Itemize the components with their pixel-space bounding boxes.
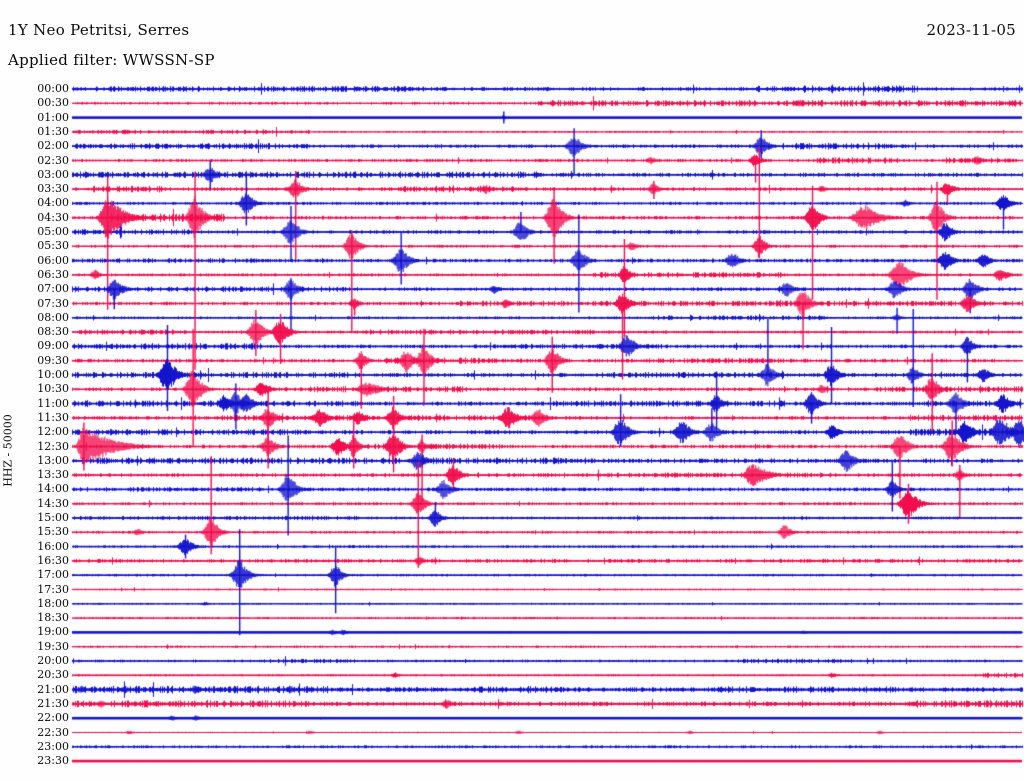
row-time-label: 19:00 <box>37 625 69 639</box>
row-time-label: 15:30 <box>37 525 69 539</box>
row-time-label: 05:00 <box>37 225 69 238</box>
row-time-label: 20:00 <box>37 654 69 667</box>
row-time-label: 00:30 <box>37 96 69 110</box>
row-time-label: 13:00 <box>37 453 69 467</box>
row-time-label: 00:00 <box>37 82 69 95</box>
row-time-label: 23:30 <box>37 754 69 768</box>
row-time-label: 19:30 <box>37 639 69 653</box>
row-time-label: 10:00 <box>37 368 69 381</box>
row-time-label: 22:30 <box>37 725 69 739</box>
row-time-label: 11:30 <box>37 410 69 424</box>
row-time-label: 08:00 <box>37 310 69 324</box>
row-time-label: 13:30 <box>37 468 69 482</box>
row-time-label: 03:00 <box>37 167 69 181</box>
row-time-label: 08:30 <box>37 325 69 339</box>
row-time-label: 21:30 <box>37 696 69 710</box>
row-time-label: 16:00 <box>37 539 69 553</box>
row-time-label: 12:30 <box>37 439 69 453</box>
row-time-label: 07:30 <box>37 296 69 310</box>
row-time-label: 07:00 <box>37 282 69 296</box>
row-time-label: 03:30 <box>37 182 69 196</box>
row-time-label: 02:30 <box>37 153 69 167</box>
row-time-label: 10:30 <box>37 382 69 396</box>
row-time-label: 01:00 <box>37 110 69 124</box>
row-time-label: 21:00 <box>37 682 69 696</box>
row-time-label: 11:00 <box>37 396 69 410</box>
row-time-label: 14:30 <box>37 496 69 510</box>
row-time-label: 22:00 <box>37 711 69 725</box>
row-time-label: 18:00 <box>37 596 69 610</box>
row-time-label: 02:00 <box>37 139 69 153</box>
row-time-label: 12:00 <box>37 425 69 439</box>
row-time-label: 01:30 <box>37 124 69 138</box>
row-time-label: 04:00 <box>37 196 69 210</box>
row-time-label: 17:30 <box>37 582 69 596</box>
row-time-label: 09:30 <box>37 353 69 367</box>
row-time-label: 04:30 <box>37 210 69 224</box>
row-time-label: 20:30 <box>37 668 69 682</box>
row-time-label: 06:30 <box>37 267 69 281</box>
row-time-label: 23:00 <box>37 739 69 753</box>
row-time-label: 05:30 <box>37 239 69 253</box>
time-axis: 00:00 00:30 01:00 01:30 02:00 02:30 03:00 03:30… <box>0 0 69 780</box>
row-time-label: 06:00 <box>37 253 69 267</box>
row-time-label: 17:00 <box>37 568 69 582</box>
row-time-label: 09:00 <box>37 339 69 353</box>
row-time-label: 16:30 <box>37 553 69 567</box>
row-time-label: 15:00 <box>37 511 69 524</box>
row-time-label: 18:30 <box>37 611 69 625</box>
row-time-label: 14:00 <box>37 482 69 496</box>
